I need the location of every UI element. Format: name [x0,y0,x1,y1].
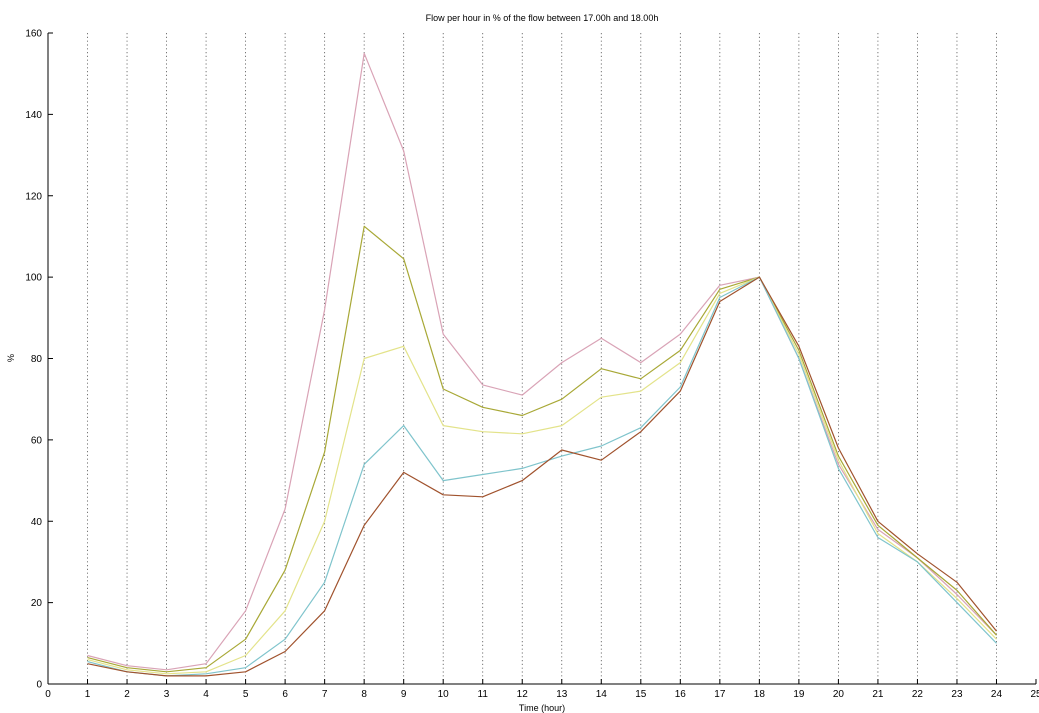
y-tick-label: 20 [31,598,43,609]
x-tick-label: 1 [85,689,91,700]
x-tick-label: 9 [401,689,407,700]
axes: 0 1 2 3 4 5 6 7 8 9 10 11 12 13 14 15 16 17 18 19 20 21 22 23 24… [25,29,1039,701]
x-tick-label: 19 [793,689,805,700]
x-tick-label: 15 [635,689,647,700]
series-line-2 [87,225,997,673]
x-tick-label: 16 [675,689,687,700]
data-series [87,52,997,677]
x-tick-label: 14 [596,689,608,700]
x-tick-label: 22 [912,689,924,700]
y-tick-label: 60 [31,435,43,446]
x-tick-label: 5 [243,689,249,700]
y-tick-label: 0 [36,680,42,691]
y-tick-label: 80 [31,354,43,365]
x-tick-label: 17 [714,689,726,700]
chart-title: Flow per hour in % of the flow between 1… [426,13,659,23]
x-tick-label: 4 [203,689,209,700]
x-axis-label: Time (hour) [519,703,565,713]
series-line-5 [87,276,997,677]
y-tick-label: 120 [25,191,42,202]
x-tick-label: 23 [951,689,963,700]
y-tick-label: 160 [25,29,42,40]
grid-lines [87,33,997,684]
x-tick-label: 24 [991,689,1003,700]
x-tick-label: 6 [282,689,288,700]
series-line-3 [87,276,997,675]
x-tick-label: 12 [517,689,529,700]
series-line-4 [87,276,997,677]
x-tick-label: 11 [478,689,489,700]
x-tick-label: 8 [361,689,367,700]
x-tick-label: 7 [322,689,328,700]
x-tick-label: 13 [556,689,568,700]
y-axis-label: % [6,354,16,362]
x-tick-label: 20 [833,689,845,700]
y-tick-label: 100 [25,273,42,284]
series-line-1 [87,52,997,671]
x-tick-label: 0 [45,689,51,700]
x-tick-label: 10 [438,689,450,700]
x-tick-label: 21 [872,689,884,700]
y-tick-label: 140 [25,110,42,121]
x-tick-label: 25 [1030,689,1039,700]
x-tick-label: 18 [754,689,766,700]
y-tick-label: 40 [31,517,43,528]
x-tick-label: 2 [124,689,130,700]
x-tick-label: 3 [164,689,170,700]
